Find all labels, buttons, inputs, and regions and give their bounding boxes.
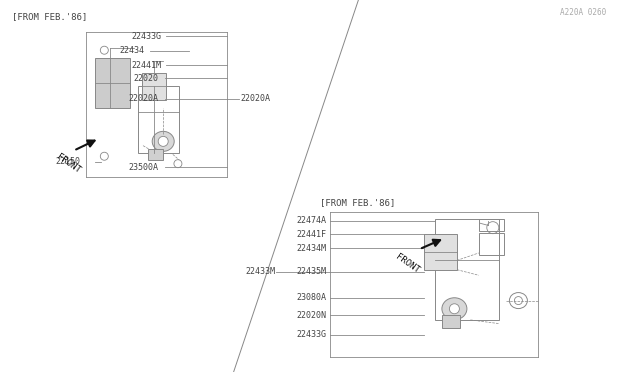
Circle shape — [100, 152, 108, 160]
Text: [FROM FEB.'86]: [FROM FEB.'86] — [320, 198, 396, 207]
Bar — [142, 73, 166, 100]
Ellipse shape — [509, 292, 527, 309]
Text: 22020A: 22020A — [129, 94, 159, 103]
Text: 22441F: 22441F — [296, 230, 326, 239]
Text: 22433G: 22433G — [296, 330, 326, 339]
Circle shape — [515, 296, 522, 305]
Text: 22020N: 22020N — [296, 311, 326, 320]
Text: FRONT: FRONT — [394, 253, 420, 276]
Text: FRONT: FRONT — [54, 152, 81, 175]
Bar — [435, 219, 499, 320]
Text: A220A 0260: A220A 0260 — [560, 8, 606, 17]
Text: [FROM FEB.'86]: [FROM FEB.'86] — [12, 12, 87, 21]
Ellipse shape — [152, 131, 174, 151]
Circle shape — [174, 160, 182, 168]
Text: 22434: 22434 — [119, 46, 144, 55]
Bar — [95, 58, 130, 108]
Bar — [148, 149, 163, 160]
Text: 22433G: 22433G — [132, 32, 162, 41]
Text: 22433M: 22433M — [245, 267, 275, 276]
Circle shape — [487, 222, 499, 234]
Text: 23080A: 23080A — [296, 293, 326, 302]
Circle shape — [158, 137, 168, 146]
Text: 22434M: 22434M — [296, 244, 326, 253]
Text: 22435M: 22435M — [296, 267, 326, 276]
Text: 22474A: 22474A — [296, 216, 326, 225]
Text: 22441M: 22441M — [132, 61, 162, 70]
Text: 22150: 22150 — [55, 157, 80, 166]
Bar — [479, 219, 504, 231]
Circle shape — [449, 304, 460, 314]
Circle shape — [100, 46, 108, 54]
Text: 22020: 22020 — [134, 74, 159, 83]
Text: 23500A: 23500A — [129, 163, 159, 172]
Ellipse shape — [442, 298, 467, 320]
Bar — [138, 86, 179, 153]
Bar — [479, 232, 504, 255]
Bar — [442, 315, 460, 328]
Bar — [424, 234, 457, 270]
Text: 22020A: 22020A — [240, 94, 270, 103]
